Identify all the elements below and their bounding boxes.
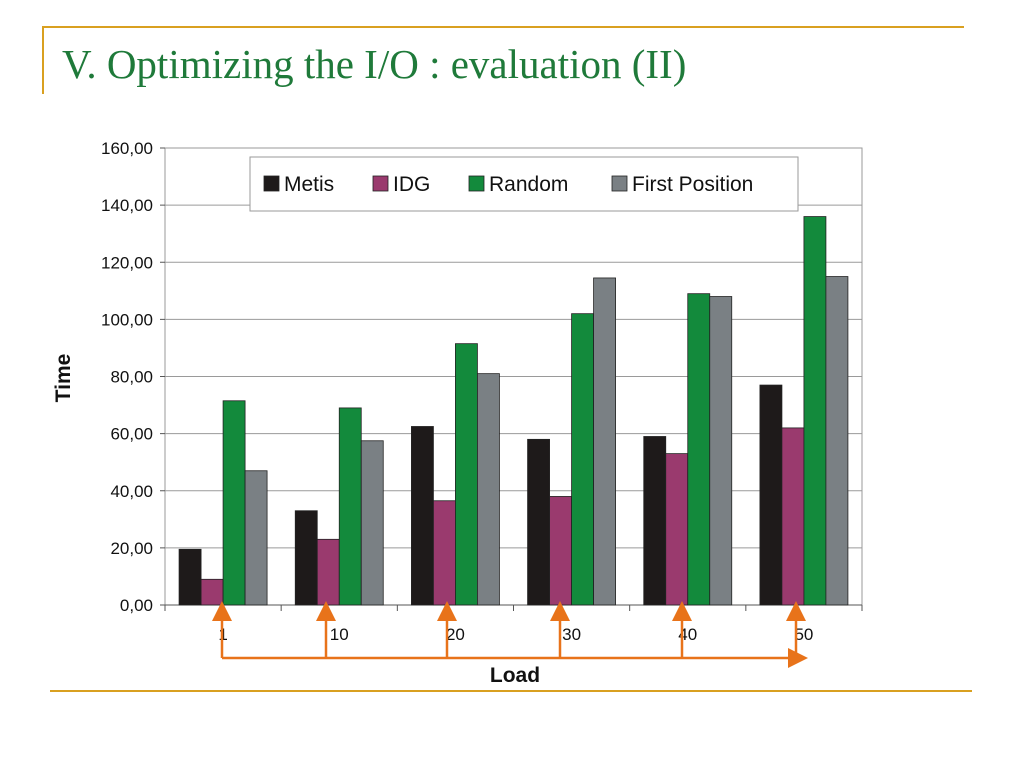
bar-first-position-40: [709, 296, 733, 606]
bar-idg-40: [665, 453, 689, 606]
legend-swatch-random: [468, 175, 485, 192]
y-tick-label: 80,00: [110, 368, 153, 387]
legend-swatch-first-position: [611, 175, 628, 192]
bar-metis-40: [643, 436, 667, 606]
bar-first-position-10: [360, 440, 384, 606]
bar-idg-50: [781, 427, 805, 606]
bar-random-30: [571, 313, 594, 606]
y-tick-label: 20,00: [110, 539, 153, 558]
bar-metis-30: [527, 438, 550, 606]
y-tick-label: 60,00: [110, 425, 153, 444]
y-tick-label: 140,00: [101, 196, 153, 215]
bar-random-50: [803, 216, 827, 606]
x-axis-title: Load: [490, 664, 540, 687]
legend-label: Random: [489, 173, 568, 196]
x-tick-label: 50: [794, 625, 813, 644]
bar-first-position-20: [477, 373, 500, 606]
bar-idg-10: [316, 538, 340, 606]
bar-metis-50: [759, 384, 783, 606]
bar-idg-30: [549, 496, 572, 606]
legend-label: First Position: [632, 173, 753, 196]
legend-box: [249, 156, 799, 212]
x-tick-label: 10: [330, 625, 349, 644]
y-tick-label: 100,00: [101, 310, 153, 329]
legend-label: IDG: [393, 173, 430, 196]
bar-random-20: [455, 343, 478, 606]
legend-swatch-metis: [263, 175, 280, 192]
title-left-rule: [42, 26, 44, 94]
x-tick-label: 20: [446, 625, 465, 644]
bar-metis-20: [411, 426, 434, 606]
legend-label: Metis: [284, 173, 334, 196]
bar-random-1: [222, 400, 246, 606]
y-tick-label: 0,00: [120, 596, 153, 615]
y-tick-label: 160,00: [101, 139, 153, 158]
y-axis-title: Time: [52, 354, 75, 403]
bar-metis-10: [294, 510, 318, 606]
bar-first-position-30: [593, 277, 616, 606]
legend-swatch-idg: [372, 175, 389, 192]
bar-random-40: [687, 293, 711, 606]
bar-metis-1: [178, 548, 202, 606]
bar-random-10: [338, 407, 362, 606]
x-tick-label: 30: [562, 625, 581, 644]
slide-title: V. Optimizing the I/O : evaluation (II): [62, 41, 687, 87]
title-top-rule: [42, 26, 964, 28]
bar-first-position-50: [825, 276, 849, 606]
y-tick-label: 120,00: [101, 253, 153, 272]
bar-idg-1: [200, 578, 224, 606]
y-tick-label: 40,00: [110, 482, 153, 501]
bar-idg-20: [433, 500, 456, 606]
bottom-rule: [50, 690, 972, 692]
bar-first-position-1: [244, 470, 268, 606]
